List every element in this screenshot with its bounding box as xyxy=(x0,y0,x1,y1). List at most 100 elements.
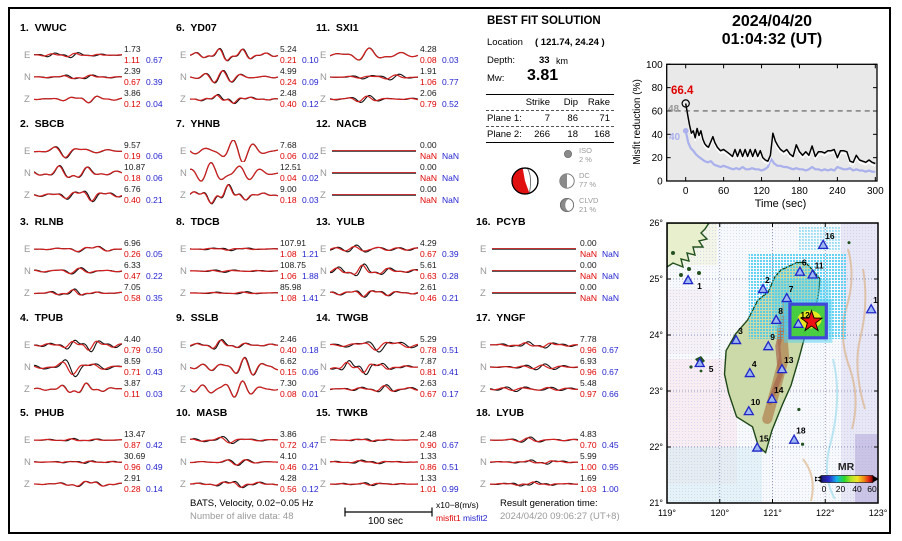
misfit1-value: 0.46 xyxy=(280,461,297,472)
component-label: Z xyxy=(180,288,186,299)
map-station-number: 15 xyxy=(759,434,769,444)
misfit2-value: NaN xyxy=(442,150,460,161)
component-row: N 2.39 0.67 0.39 xyxy=(20,66,178,88)
component-row: N 7.87 0.81 0.41 xyxy=(316,356,474,378)
component-row: Z 2.06 0.79 0.52 xyxy=(316,88,474,110)
depth-label: Depth: xyxy=(487,55,515,66)
waveform-trace xyxy=(34,480,122,488)
map-station-triangle-icon xyxy=(770,314,782,325)
peak-amplitude: 7.87 xyxy=(420,356,437,366)
table-rule-dash2 xyxy=(486,126,614,127)
component-row: N 30.69 0.96 0.49 xyxy=(20,451,178,473)
misfit1-value: 1.06 xyxy=(420,76,437,87)
map-lon-tick: 121° xyxy=(763,508,782,518)
component-label: E xyxy=(24,244,31,255)
misfit2-value: 0.03 xyxy=(146,388,163,399)
peak-amplitude: 7.78 xyxy=(580,334,597,344)
peak-amplitude: 2.46 xyxy=(280,334,297,344)
waveform-trace xyxy=(34,245,122,253)
misfit1-value: 0.18 xyxy=(280,194,297,205)
misfit2-value: 0.04 xyxy=(146,98,163,109)
component-values: 4.40 0.79 0.50 xyxy=(124,334,163,355)
component-values: 2.63 0.67 0.17 xyxy=(420,378,459,399)
depth-unit: km xyxy=(556,56,568,66)
component-row: Z 6.76 0.40 0.21 xyxy=(20,184,178,206)
peak-amplitude: 8.59 xyxy=(124,356,141,366)
svg-text:40: 40 xyxy=(669,132,681,143)
mw-label: Mw: xyxy=(487,73,505,84)
component-values: 85.98 1.08 1.41 xyxy=(280,282,319,303)
peak-amplitude: 2.61 xyxy=(420,282,437,292)
misfit1-value: NaN xyxy=(420,172,438,183)
component-label: N xyxy=(180,266,187,277)
misfit2-value: 0.67 xyxy=(602,366,619,377)
component-values: 1.33 1.01 0.99 xyxy=(420,473,459,494)
map-station-number: 18 xyxy=(796,426,806,436)
station-title: 7. YHNB xyxy=(176,118,221,130)
misfit1-value: 1.00 xyxy=(580,461,597,472)
waveform-trace xyxy=(330,94,418,103)
waveform-trace xyxy=(190,47,278,62)
misfit2-value: 0.06 xyxy=(302,366,319,377)
misfit2-value: 0.51 xyxy=(442,344,459,355)
component-values: 0.00 NaN NaN xyxy=(420,184,459,205)
map-station-triangle-icon xyxy=(781,292,793,303)
peak-amplitude: 107.91 xyxy=(280,238,306,248)
component-label: Z xyxy=(480,384,486,395)
misfit2-value: 0.39 xyxy=(442,248,459,259)
component-row: N 6.93 0.96 0.67 xyxy=(476,356,634,378)
misfit2-value: 1.88 xyxy=(302,270,319,281)
peak-amplitude: 4.99 xyxy=(280,66,297,76)
peak-amplitude: 2.48 xyxy=(280,88,297,98)
waveform-trace xyxy=(190,184,278,205)
peak-amplitude: 30.69 xyxy=(124,451,146,461)
peak-amplitude: 2.63 xyxy=(420,378,437,388)
map-station-triangle-icon xyxy=(792,317,804,328)
svg-text:100: 100 xyxy=(646,60,663,71)
component-values: 2.91 0.28 0.14 xyxy=(124,473,163,494)
component-label: N xyxy=(180,457,187,468)
waveform-trace xyxy=(490,363,578,371)
component-label: N xyxy=(24,266,31,277)
component-label: N xyxy=(24,362,31,373)
peak-amplitude: 4.83 xyxy=(580,429,597,439)
map-station-triangle-icon xyxy=(817,239,829,249)
station-title: 11. SXI1 xyxy=(316,22,359,34)
component-values: 1.91 1.06 0.77 xyxy=(420,66,459,87)
component-row: E 5.24 0.21 0.10 xyxy=(176,44,334,66)
peak-amplitude: 2.06 xyxy=(420,88,437,98)
waveform-trace xyxy=(190,69,278,84)
map-station-triangle-icon xyxy=(694,357,706,368)
svg-text:300: 300 xyxy=(867,186,884,197)
component-row: N 108.75 1.06 1.88 xyxy=(176,260,334,282)
peak-amplitude: 5.24 xyxy=(280,44,297,54)
component-values: 4.28 0.56 0.12 xyxy=(280,473,319,494)
station-block: 8. TDCB E 107.91 1.08 1.21 N 108.75 1.06 1.88 Z 85… xyxy=(176,216,334,308)
component-row: E 3.86 0.72 0.47 xyxy=(176,429,334,451)
station-block: 4. TPUB E 4.40 0.79 0.50 N 8.59 0.71 0.43 Z 3.87 0.… xyxy=(20,312,178,404)
misfit1-value: 0.96 xyxy=(124,461,141,472)
component-values: 7.05 0.58 0.35 xyxy=(124,282,163,303)
component-row: E 4.40 0.79 0.50 xyxy=(20,334,178,356)
svg-text:60: 60 xyxy=(867,484,877,494)
component-row: E 7.78 0.96 0.67 xyxy=(476,334,634,356)
component-label: N xyxy=(24,168,31,179)
station-block: 15. TWKB E 2.48 0.90 0.67 N 1.33 0.86 0.51 Z 1.33 1… xyxy=(316,407,474,499)
component-label: Z xyxy=(24,384,30,395)
peak-amplitude: 4.29 xyxy=(420,238,437,248)
component-values: 4.99 0.24 0.09 xyxy=(280,66,319,87)
map-lat-tick: 22° xyxy=(649,442,663,452)
plane2-strike: 266 xyxy=(534,129,550,140)
component-values: 1.73 1.11 0.67 xyxy=(124,44,163,65)
peak-amplitude: 108.75 xyxy=(280,260,306,270)
clvd-label: CLVD 21 % xyxy=(579,196,599,214)
map-station-number: 3 xyxy=(738,326,743,336)
station-title: 9. SSLB xyxy=(176,312,219,324)
component-row: E 9.57 0.19 0.06 xyxy=(20,140,178,162)
component-label: Z xyxy=(480,288,486,299)
misfit1-value: 0.47 xyxy=(124,270,141,281)
waveform-trace xyxy=(490,436,578,443)
scale-bar-label: 100 sec xyxy=(368,516,404,527)
component-label: E xyxy=(320,244,327,255)
misfit1-value: 0.08 xyxy=(280,388,297,399)
